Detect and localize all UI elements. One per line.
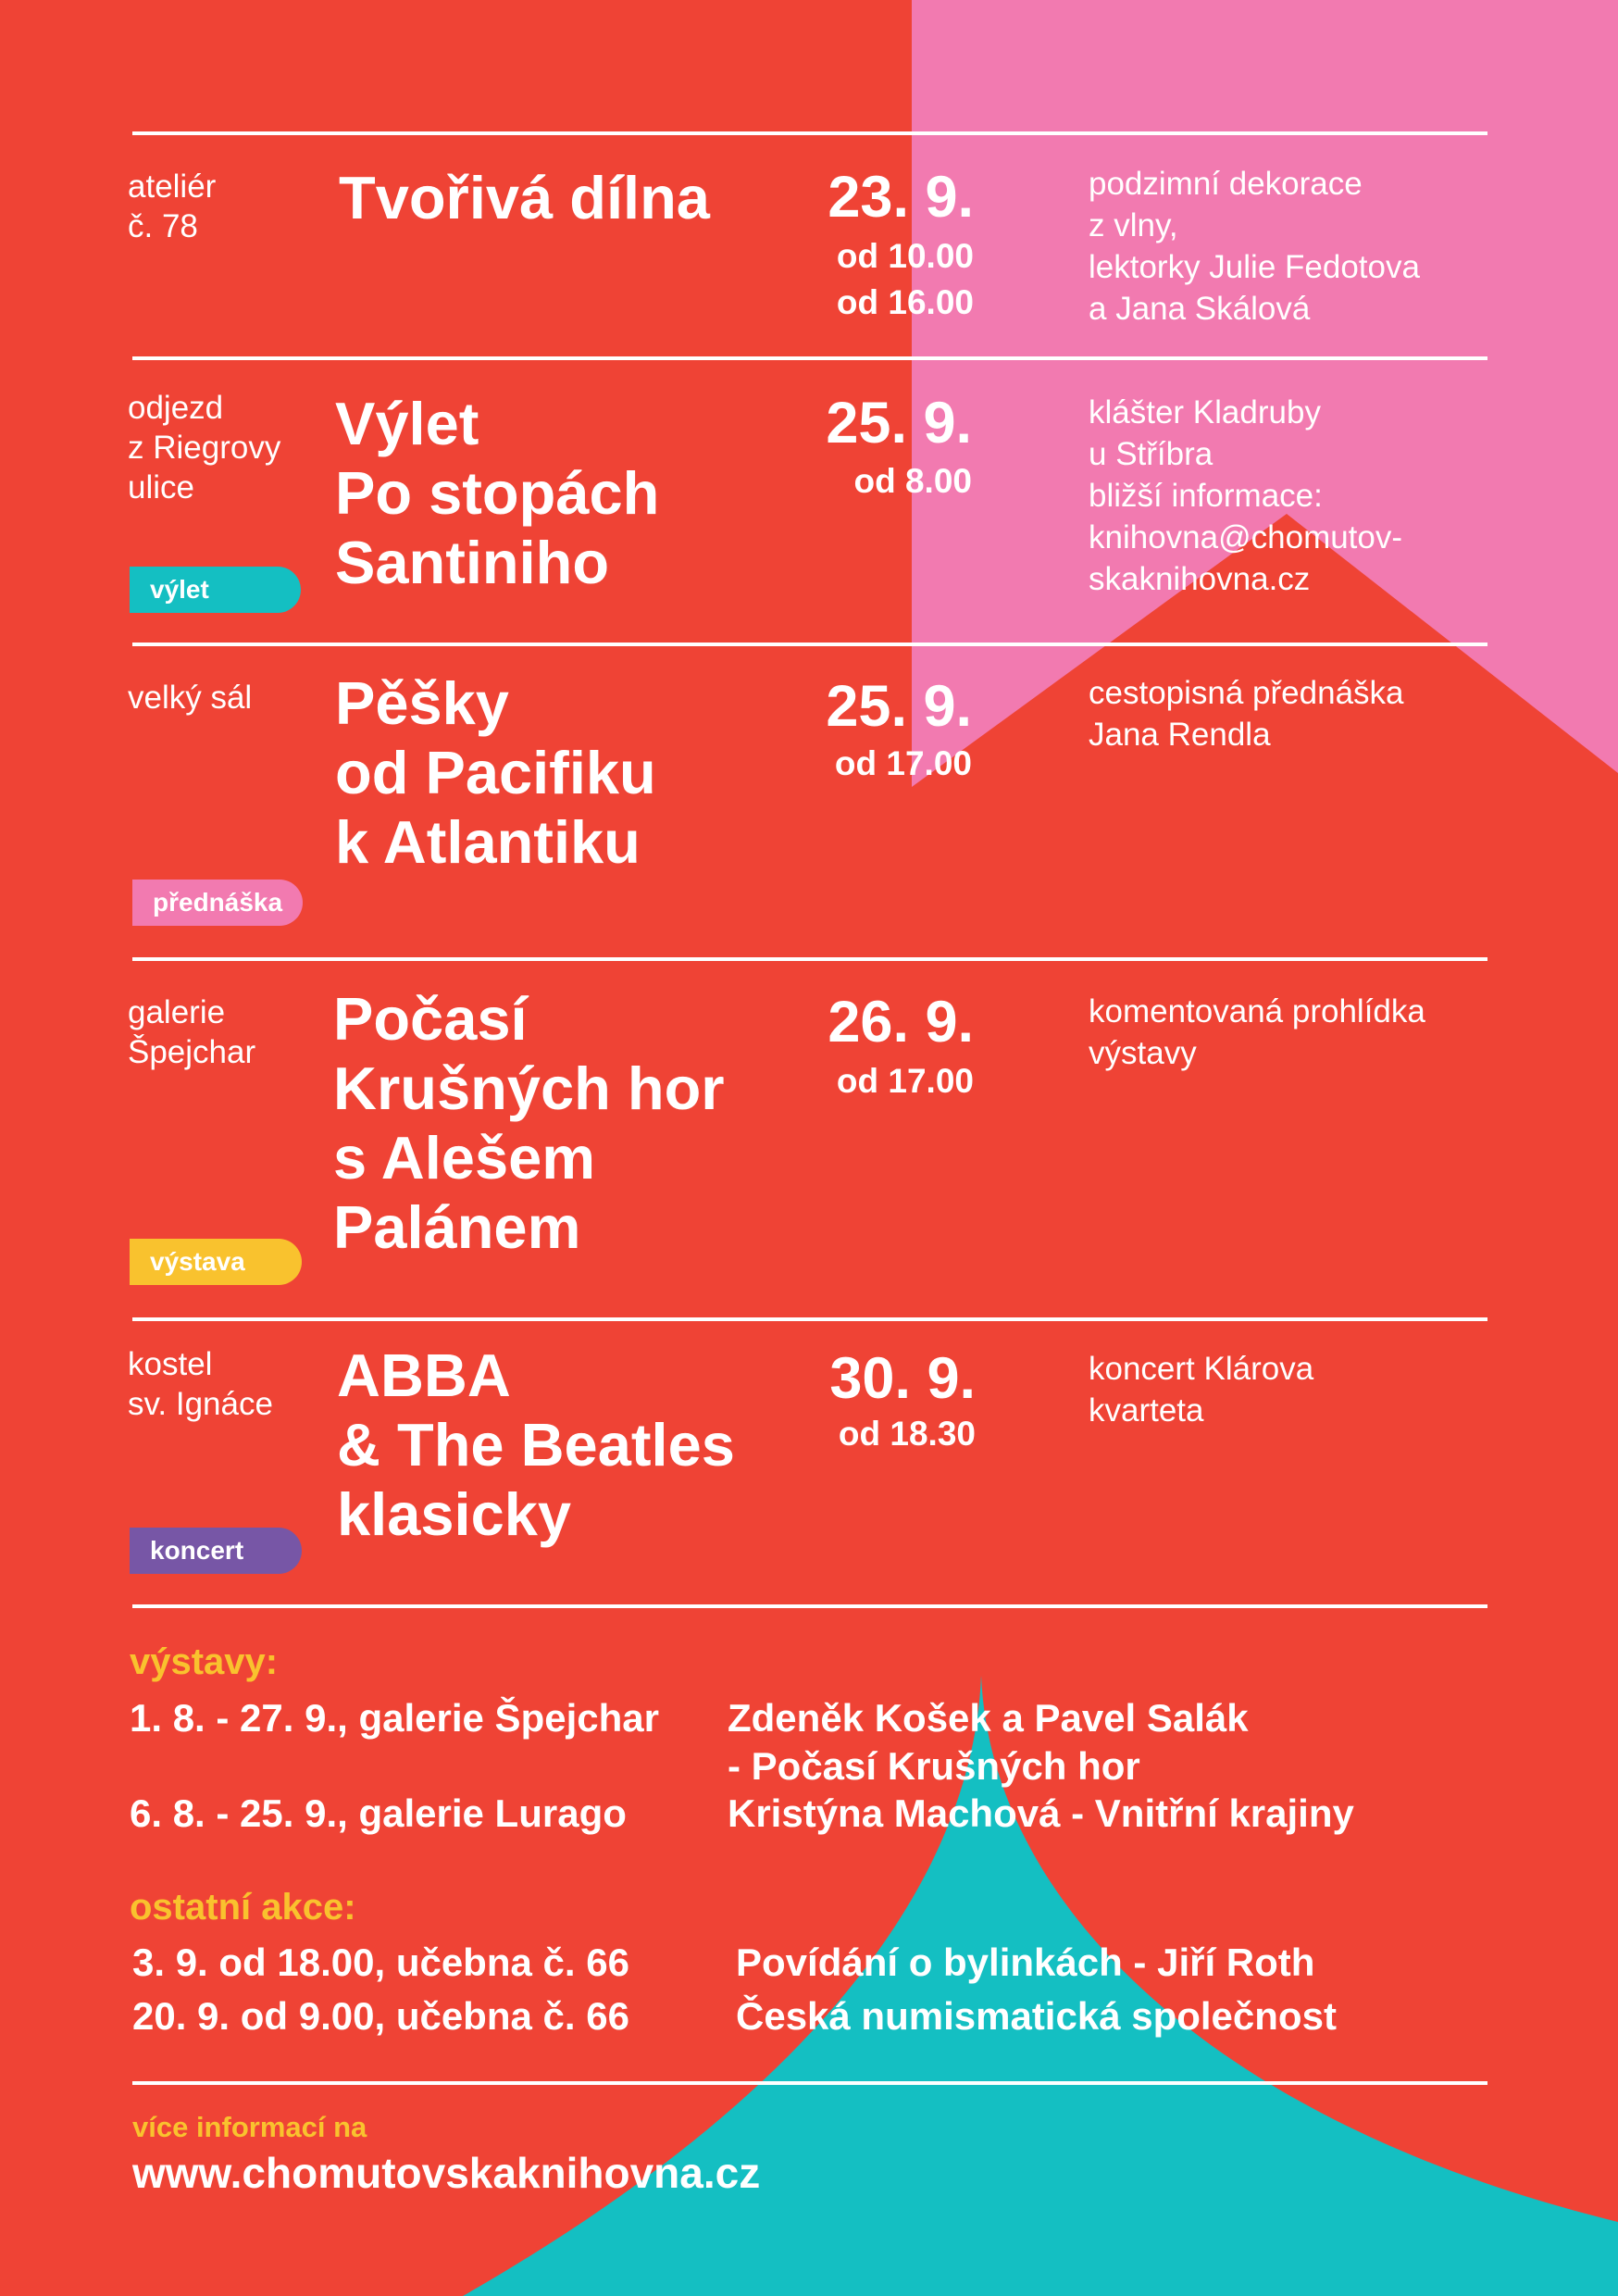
event-title: Počasí Krušných hor s Alešem Palánem [333, 985, 725, 1261]
teal-wave-shape [463, 1676, 1618, 2296]
divider-line [132, 1604, 1487, 1608]
exhibition-date-place: 1. 8. - 27. 9., galerie Špejchar [130, 1696, 659, 1740]
event-title: Pěšky od Pacifiku k Atlantiku [335, 669, 656, 876]
divider-line [132, 131, 1487, 135]
event-date: 26. 9. [828, 990, 974, 1054]
category-tag-prednaska: přednáška [132, 880, 303, 926]
divider-line [132, 356, 1487, 360]
category-tag-koncert: koncert [130, 1528, 302, 1574]
event-date: 25. 9. [826, 391, 972, 455]
event-description: koncert Klárova kvarteta [1089, 1351, 1314, 1429]
event-date: 25. 9. [826, 674, 972, 739]
other-event-name: Povídání o bylinkách - Jiří Roth [736, 1940, 1315, 1984]
pink-ribbon-shape [912, 0, 1618, 787]
other-event-date-place: 20. 9. od 9.00, učebna č. 66 [132, 1994, 629, 2038]
divider-line [132, 957, 1487, 961]
divider-line [132, 2081, 1487, 2085]
event-title: Tvořivá dílna [339, 164, 710, 231]
event-title: Výlet Po stopách Santiniho [335, 390, 660, 596]
divider-line [132, 643, 1487, 646]
event-venue: galerie Špejchar [128, 994, 256, 1070]
event-time: od 8.00 [853, 462, 973, 500]
exhibition-date-place: 6. 8. - 25. 9., galerie Lurago [130, 1791, 627, 1835]
event-time: od 10.00 od 16.00 [836, 237, 974, 321]
event-date: 30. 9. [829, 1346, 976, 1411]
event-description: podzimní dekorace z vlny, lektorky Julie… [1089, 166, 1420, 327]
exhibition-name: Zdeněk Košek a Pavel Salák - Počasí Kruš… [728, 1696, 1249, 1788]
event-time: od 17.00 [834, 744, 972, 782]
exhibitions-heading: výstavy: [130, 1641, 279, 1682]
divider-line [132, 1317, 1487, 1321]
exhibition-name: Kristýna Machová - Vnitřní krajiny [728, 1791, 1354, 1835]
event-venue: velký sál [128, 680, 253, 716]
other-event-name: Česká numismatická společnost [736, 1994, 1337, 2038]
other-events-heading: ostatní akce: [130, 1887, 356, 1928]
event-venue: odjezd z Riegrovy ulice [128, 390, 281, 505]
event-description: komentovaná prohlídka výstavy [1089, 993, 1425, 1071]
website-link[interactable]: www.chomutovskaknihovna.cz [132, 2149, 761, 2197]
event-venue: kostel sv. Ignáce [128, 1346, 273, 1422]
event-time: od 18.30 [838, 1415, 976, 1453]
event-title: ABBA & The Beatles klasicky [337, 1341, 735, 1548]
event-venue: ateliér č. 78 [128, 168, 217, 244]
event-date: 23. 9. [828, 165, 974, 230]
event-time: od 17.00 [836, 1062, 974, 1100]
other-event-date-place: 3. 9. od 18.00, učebna č. 66 [132, 1940, 629, 1984]
more-info-label: více informací na [132, 2111, 367, 2143]
category-tag-vystava: výstava [130, 1239, 302, 1285]
event-description: klášter Kladruby u Stříbra bližší inform… [1089, 394, 1403, 597]
event-description: cestopisná přednáška Jana Rendla [1089, 675, 1404, 753]
category-tag-vylet: výlet [130, 567, 301, 613]
